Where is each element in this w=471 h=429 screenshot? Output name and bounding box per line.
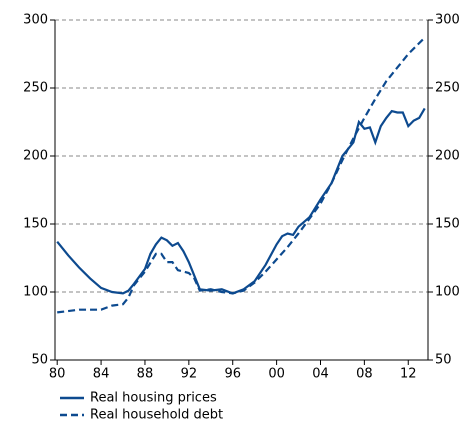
y-tick-label: 200 <box>23 149 48 164</box>
x-tick-label: 04 <box>312 367 329 382</box>
y2-tick-label: 150 <box>435 217 460 232</box>
y2-tick-label: 250 <box>435 81 460 96</box>
x-tick-label: 96 <box>224 367 241 382</box>
legend-label: Real household debt <box>90 408 223 423</box>
y-tick-label: 250 <box>23 81 48 96</box>
y2-tick-label: 300 <box>435 13 460 28</box>
line-series <box>56 107 426 295</box>
y2-tick-label: 200 <box>435 149 460 164</box>
y2-tick-label: 100 <box>435 285 460 300</box>
x-tick-label: 88 <box>137 367 154 382</box>
y-tick-label: 100 <box>23 285 48 300</box>
x-tick-label: 84 <box>93 367 110 382</box>
x-tick-label: 08 <box>356 367 373 382</box>
y-tick-label: 50 <box>31 353 48 368</box>
x-tick-label: 00 <box>268 367 285 382</box>
x-tick-label: 92 <box>181 367 198 382</box>
x-tick-label: 12 <box>400 367 417 382</box>
legend-label: Real housing prices <box>90 391 217 406</box>
y2-tick-label: 50 <box>435 353 452 368</box>
x-tick-label: 80 <box>49 367 66 382</box>
y-tick-label: 300 <box>23 13 48 28</box>
y-tick-label: 150 <box>23 217 48 232</box>
line-series <box>57 36 426 314</box>
